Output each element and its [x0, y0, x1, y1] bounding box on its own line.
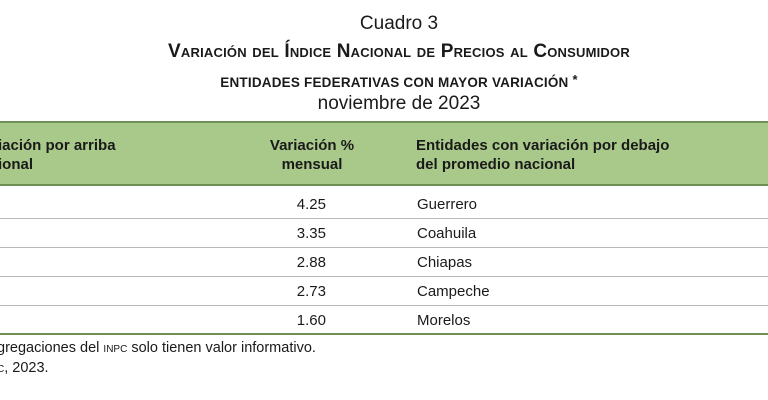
header-mid-line-2: mensual: [281, 156, 343, 173]
row-value: 3.35: [296, 225, 326, 242]
table-body: 4.25 Guerrero 3.35 Coahuila 2.88 Chiapas…: [0, 190, 768, 335]
table-date: noviembre de 2023: [317, 93, 481, 114]
table-title: Variación del Índice Nacional de Precios…: [168, 41, 630, 62]
row-entity: Coahuila: [417, 225, 477, 242]
row-value: 4.25: [296, 196, 326, 213]
footnote-1-suffix: solo tienen valor informativo.: [127, 340, 316, 356]
footnote-line-1: gregaciones del inpc solo tienen valor i…: [0, 340, 316, 356]
header-right-line-2: del promedio nacional: [416, 156, 576, 173]
row-entity: Guerrero: [417, 196, 478, 213]
row-entity: Campeche: [417, 283, 490, 300]
footnote-line-2: c, 2023.: [0, 360, 49, 376]
row-entity: Chiapas: [417, 254, 473, 271]
table-header: iación por arriba ional Variación % mens…: [0, 121, 768, 186]
footnote-2-abbrev: c: [0, 360, 4, 376]
subtitle-text: ENTIDADES FEDERATIVAS CON MAYOR VARIACIÓ…: [220, 75, 569, 90]
header-left-line-2: ional: [0, 156, 34, 173]
table-row: 2.73 Campeche: [0, 277, 768, 306]
header-right-column: Entidades con variación por debajo del p…: [416, 136, 756, 174]
footnote-1-abbrev: inpc: [103, 340, 128, 356]
header-left-column: iación por arriba ional: [0, 136, 198, 174]
row-value: 2.73: [296, 283, 326, 300]
table-number: Cuadro 3: [359, 13, 439, 34]
header-mid-line-1: Variación %: [269, 137, 355, 154]
table-row: 3.35 Coahuila: [0, 219, 768, 248]
header-variation-column: Variación % mensual: [236, 136, 388, 174]
table-row: 4.25 Guerrero: [0, 190, 768, 219]
header-left-line-1: iación por arriba: [0, 137, 116, 154]
row-value: 1.60: [296, 312, 326, 329]
footnote-2-suffix: , 2023.: [4, 360, 49, 376]
table-subtitle: ENTIDADES FEDERATIVAS CON MAYOR VARIACIÓ…: [15, 72, 768, 90]
row-value: 2.88: [296, 254, 326, 271]
footnote-1-prefix: gregaciones del: [0, 340, 104, 356]
row-entity: Morelos: [417, 312, 471, 329]
header-right-line-1: Entidades con variación por debajo: [416, 137, 670, 154]
table-row: 1.60 Morelos: [0, 306, 768, 335]
table-row: 2.88 Chiapas: [0, 248, 768, 277]
footnote-marker: *: [572, 72, 578, 87]
